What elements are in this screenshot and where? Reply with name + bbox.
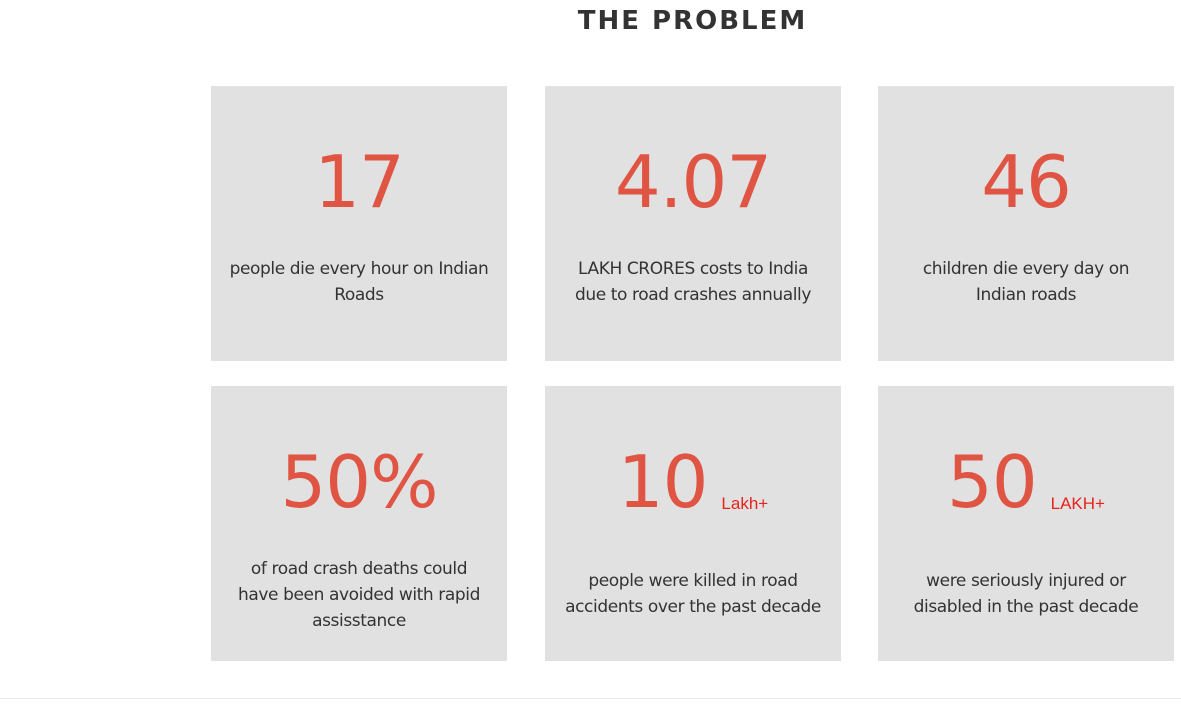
stat-value: 50 LAKH+ [878,438,1174,518]
stat-card-children-deaths: 46 children die every day on Indian road… [878,86,1174,361]
stat-card-deaths-per-hour: 17 people die every hour on Indian Roads [211,86,507,361]
stat-value: 4.07 [545,138,841,218]
stat-card-cost-to-india: 4.07 LAKH CRORES costs to India due to r… [545,86,841,361]
stat-description: were seriously injured or disabled in th… [913,571,1139,617]
section-title: THE PROBLEM [577,6,808,36]
stat-card-avoidable-deaths: 50% of road crash deaths could have been… [211,386,507,661]
stat-number: 46 [981,140,1072,224]
stat-number: 50% [280,440,438,524]
stat-card-injured-past-decade: 50 LAKH+ were seriously injured or disab… [878,386,1174,661]
stat-value: 46 [878,138,1174,218]
stat-number: 50 [947,440,1038,524]
stat-description: people die every hour on Indian Roads [229,259,489,305]
stat-description: of road crash deaths could have been avo… [237,559,481,631]
stat-description: LAKH CRORES costs to India due to road c… [574,259,812,305]
stat-number: 17 [314,140,405,224]
stat-card-killed-past-decade: 10 Lakh+ people were killed in road acci… [545,386,841,661]
stat-number: 4.07 [614,140,772,224]
stat-suffix: Lakh+ [721,494,769,513]
stat-description: children die every day on Indian roads [922,259,1130,305]
stat-number: 10 [617,440,709,524]
stat-value: 50% [211,438,507,518]
section-divider [0,698,1181,699]
stat-value: 10 Lakh+ [545,438,841,518]
stat-description: people were killed in road accidents ove… [565,571,821,617]
stat-value: 17 [211,138,507,218]
stat-suffix: LAKH+ [1050,494,1105,513]
